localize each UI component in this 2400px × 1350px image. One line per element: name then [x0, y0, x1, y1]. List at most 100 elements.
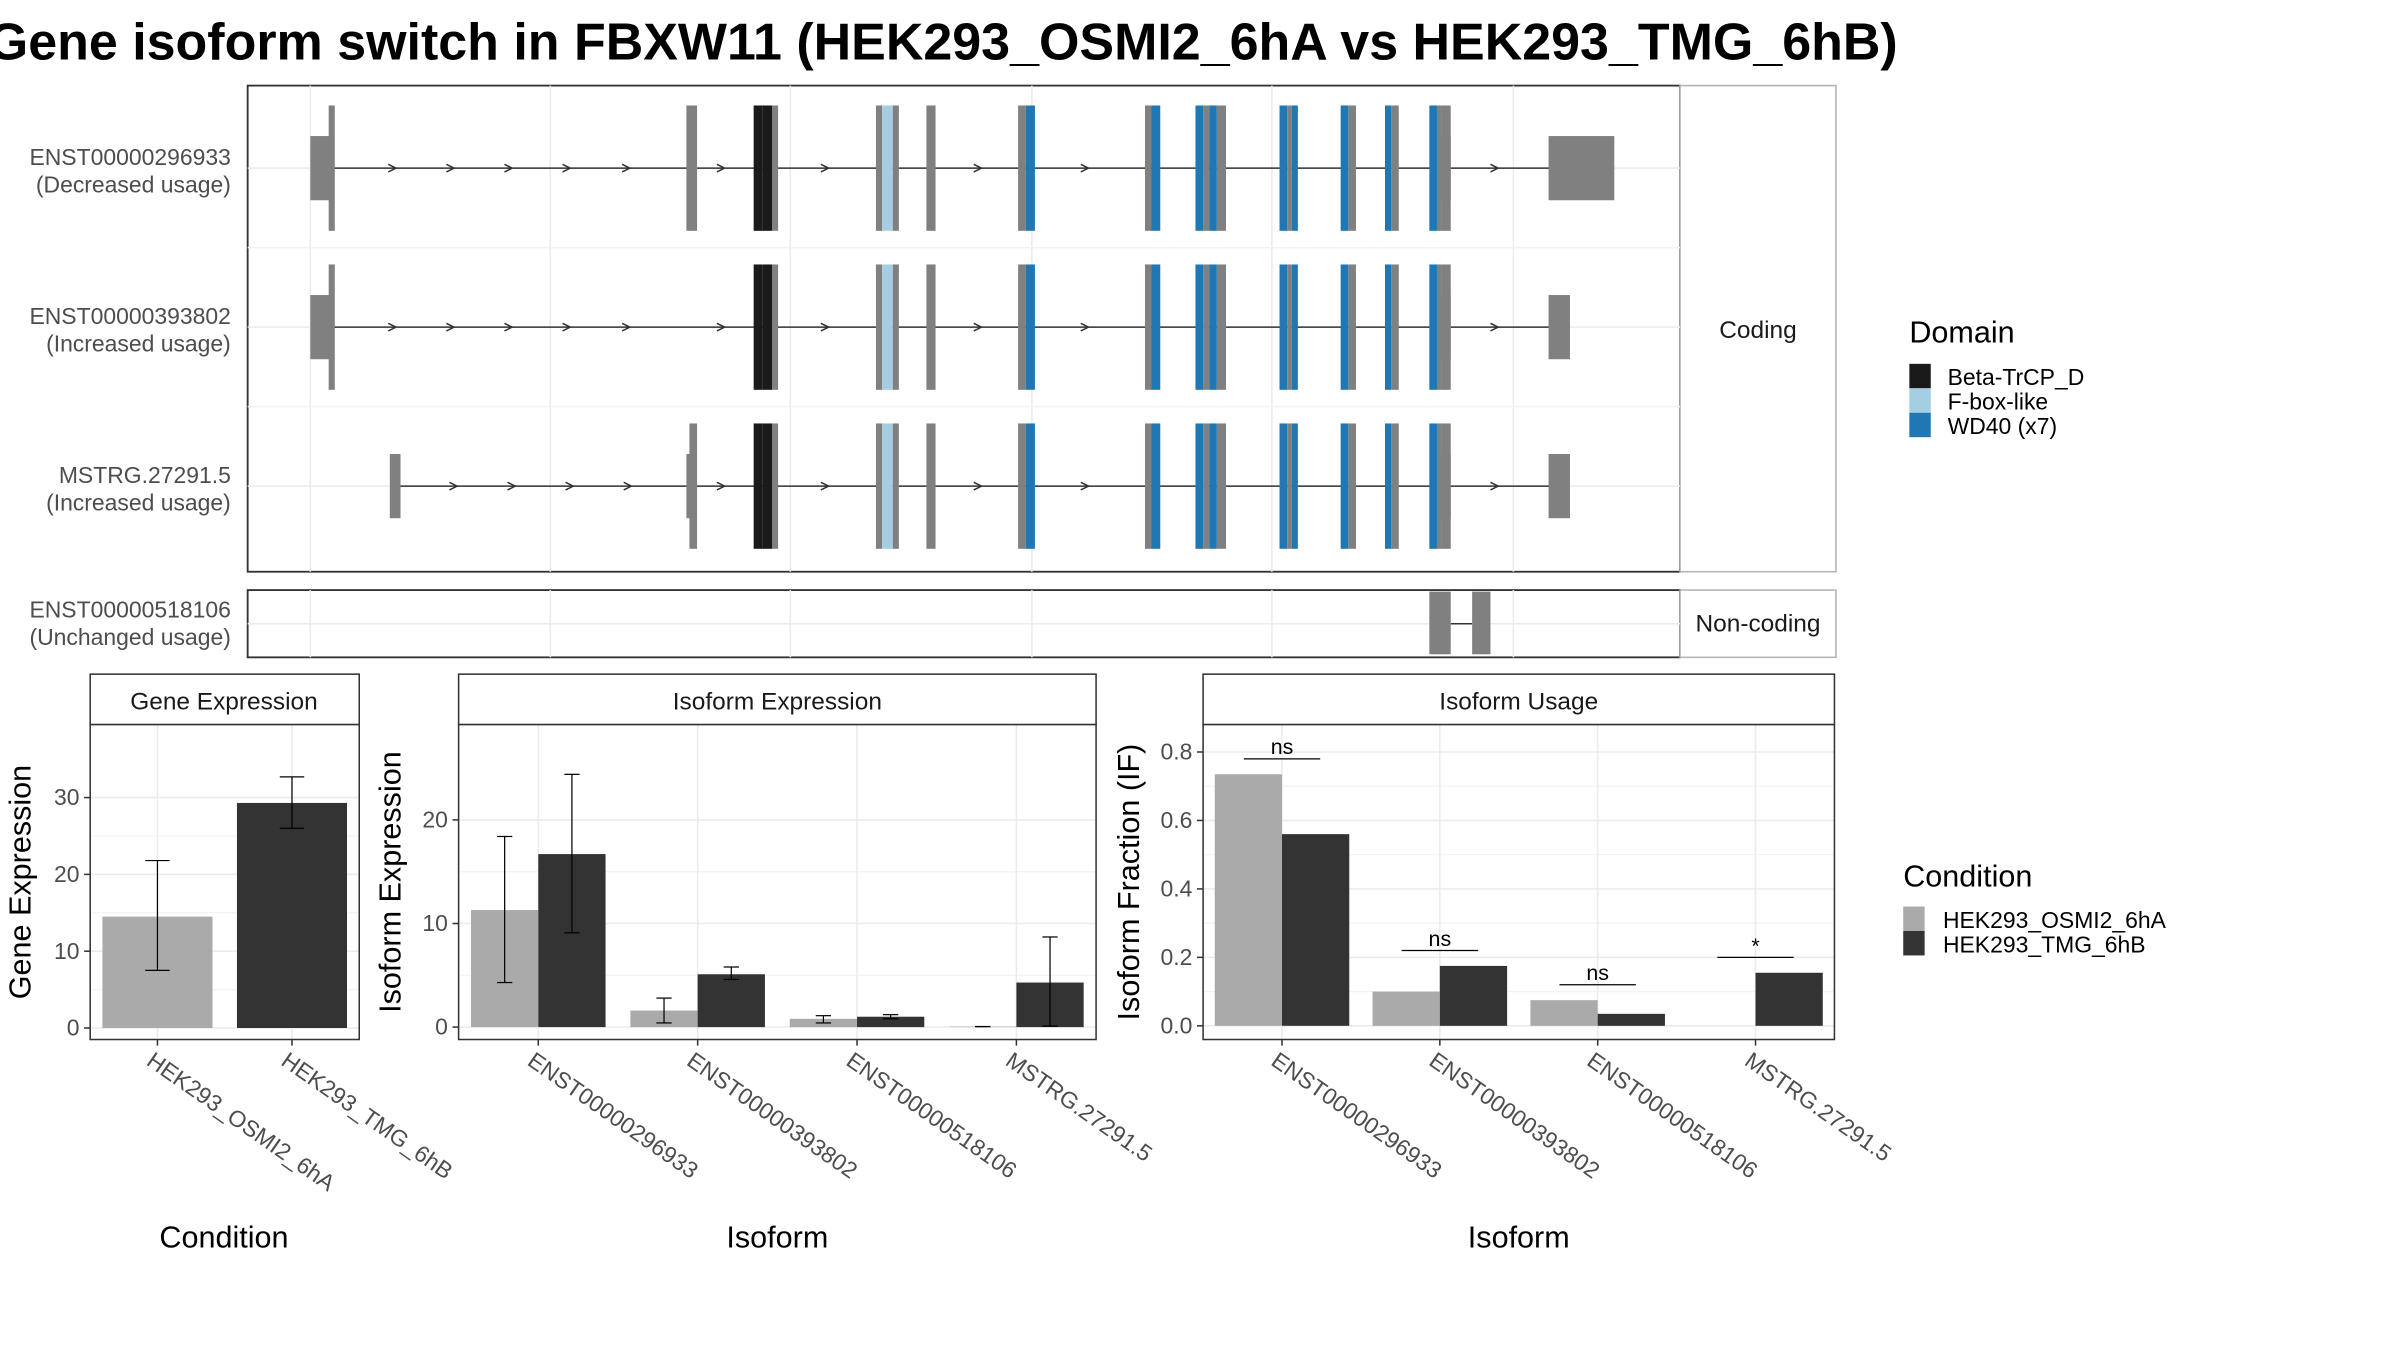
isoform-track: [310, 105, 1615, 231]
panel-strip: [1202, 673, 1836, 726]
domain-swatch-3: [1909, 412, 1931, 438]
coding-exon: [875, 264, 883, 390]
utr-exon: [1441, 136, 1451, 201]
strand-arrow: [973, 163, 984, 173]
strand-arrow: [446, 163, 456, 173]
domain-exon: [882, 105, 893, 231]
domain-swatch-1: [1909, 363, 1931, 389]
x-tick-label: ENST00000296933: [1267, 1047, 1447, 1184]
y-tick-label: 20: [54, 861, 80, 887]
y-tick-label: 0.2: [1161, 944, 1193, 970]
domain-exon: [1195, 423, 1204, 549]
bar: [236, 802, 348, 1028]
panel-border: [457, 723, 1097, 1041]
isoform-usage-title: Isoform Usage: [1439, 688, 1598, 715]
condition-label-2: HEK293_TMG_6hB: [1943, 931, 2146, 957]
coding-exon: [1216, 264, 1227, 390]
coding-exon: [1348, 423, 1356, 549]
coding-exon: [1144, 264, 1152, 390]
x-tick-label: ENST00000518106: [1583, 1047, 1763, 1184]
strand-arrow: [973, 322, 984, 332]
strand-arrow: [1490, 322, 1500, 332]
domain-exon: [1151, 423, 1161, 549]
utr-exon: [389, 454, 401, 519]
panel-border: [1202, 723, 1836, 1041]
strand-arrow: [1080, 481, 1091, 491]
domain-exon: [1151, 264, 1161, 390]
strand-arrow: [621, 163, 632, 173]
condition-legend-title: Condition: [1903, 860, 2032, 894]
domain-legend-title: Domain: [1909, 315, 2014, 349]
y-tick-label: 10: [422, 910, 448, 936]
strand-arrow: [387, 322, 398, 332]
y-tick-label: 0.6: [1161, 807, 1193, 833]
coding-exon: [1203, 423, 1210, 549]
coding-exon: [1436, 423, 1442, 549]
strand-arrow: [562, 322, 572, 332]
isoform-expression-chart: Isoform Isoform Expression Isoform Expre…: [374, 673, 1157, 1254]
coding-exon: [328, 264, 335, 390]
domain-exon: [1025, 423, 1035, 549]
coding-exon: [328, 105, 335, 231]
strand-arrow: [507, 481, 517, 491]
domain-exon: [882, 423, 893, 549]
panel-border: [89, 723, 361, 1041]
isoform-usage-1: (Decreased usage): [36, 172, 231, 198]
coding-exon: [1287, 264, 1292, 390]
x-tick-label: ENST00000393802: [1425, 1047, 1605, 1184]
coding-exon: [771, 105, 779, 231]
coding-exon: [1287, 105, 1292, 231]
coding-exon: [686, 105, 698, 231]
strand-arrow: [621, 322, 632, 332]
isoform-track: [310, 264, 1570, 390]
domain-exon: [1209, 264, 1217, 390]
domain-exon: [882, 264, 893, 390]
coding-exon: [1216, 105, 1227, 231]
strand-arrow: [716, 322, 727, 332]
bar: [1755, 972, 1823, 1026]
domain-label-3: WD40 (x7): [1948, 413, 2058, 439]
significance-label: ns: [1429, 927, 1452, 951]
strand-arrow: [449, 481, 459, 491]
bar: [1530, 1000, 1598, 1026]
domain-exon: [1291, 105, 1298, 231]
coding-exon: [689, 423, 698, 549]
strand-arrow: [1080, 163, 1091, 173]
utr-exon: [1548, 136, 1615, 201]
x-tick-label: ENST00000393802: [683, 1047, 863, 1184]
domain-exon: [1291, 264, 1298, 390]
coding-panel-label: Coding: [1719, 317, 1796, 344]
domain-exon: [1279, 423, 1288, 549]
domain-exon: [1151, 105, 1161, 231]
strand-arrow: [504, 163, 514, 173]
isoform-usage-3: (Increased usage): [46, 490, 231, 516]
isoform-row-labels: ENST00000296933 (Decreased usage) ENST00…: [29, 144, 230, 650]
strand-arrow: [1490, 481, 1500, 491]
coding-exon: [875, 423, 883, 549]
domain-exon: [1279, 264, 1288, 390]
utr-exon: [1441, 454, 1451, 519]
utr-exon: [1548, 454, 1570, 519]
strand-arrow: [562, 163, 572, 173]
isoform-usage-chart: Isoform Isoform Fraction (IF) Isoform Us…: [1112, 673, 1896, 1254]
strand-arrow: [716, 481, 727, 491]
y-tick-label: 30: [54, 784, 80, 810]
utr-exon: [1548, 295, 1570, 360]
isoform-expression-title: Isoform Expression: [673, 688, 882, 715]
domain-exon: [1209, 105, 1217, 231]
coding-exon: [1018, 264, 1026, 390]
domain-exon: [753, 105, 763, 231]
strand-arrow: [446, 322, 456, 332]
y-tick-label: 0.0: [1161, 1012, 1193, 1038]
y-tick-label: 10: [54, 938, 80, 964]
x-tick-label: MSTRG.27291.5: [1001, 1047, 1157, 1167]
isoform-track-noncoding: [1429, 591, 1491, 655]
domain-exon: [1385, 264, 1392, 390]
coding-exon: [1203, 264, 1210, 390]
coding-exon: [926, 264, 936, 390]
gene-expression-xlabel: Condition: [159, 1220, 288, 1254]
domain-exon: [1025, 264, 1035, 390]
bar: [1439, 965, 1508, 1026]
